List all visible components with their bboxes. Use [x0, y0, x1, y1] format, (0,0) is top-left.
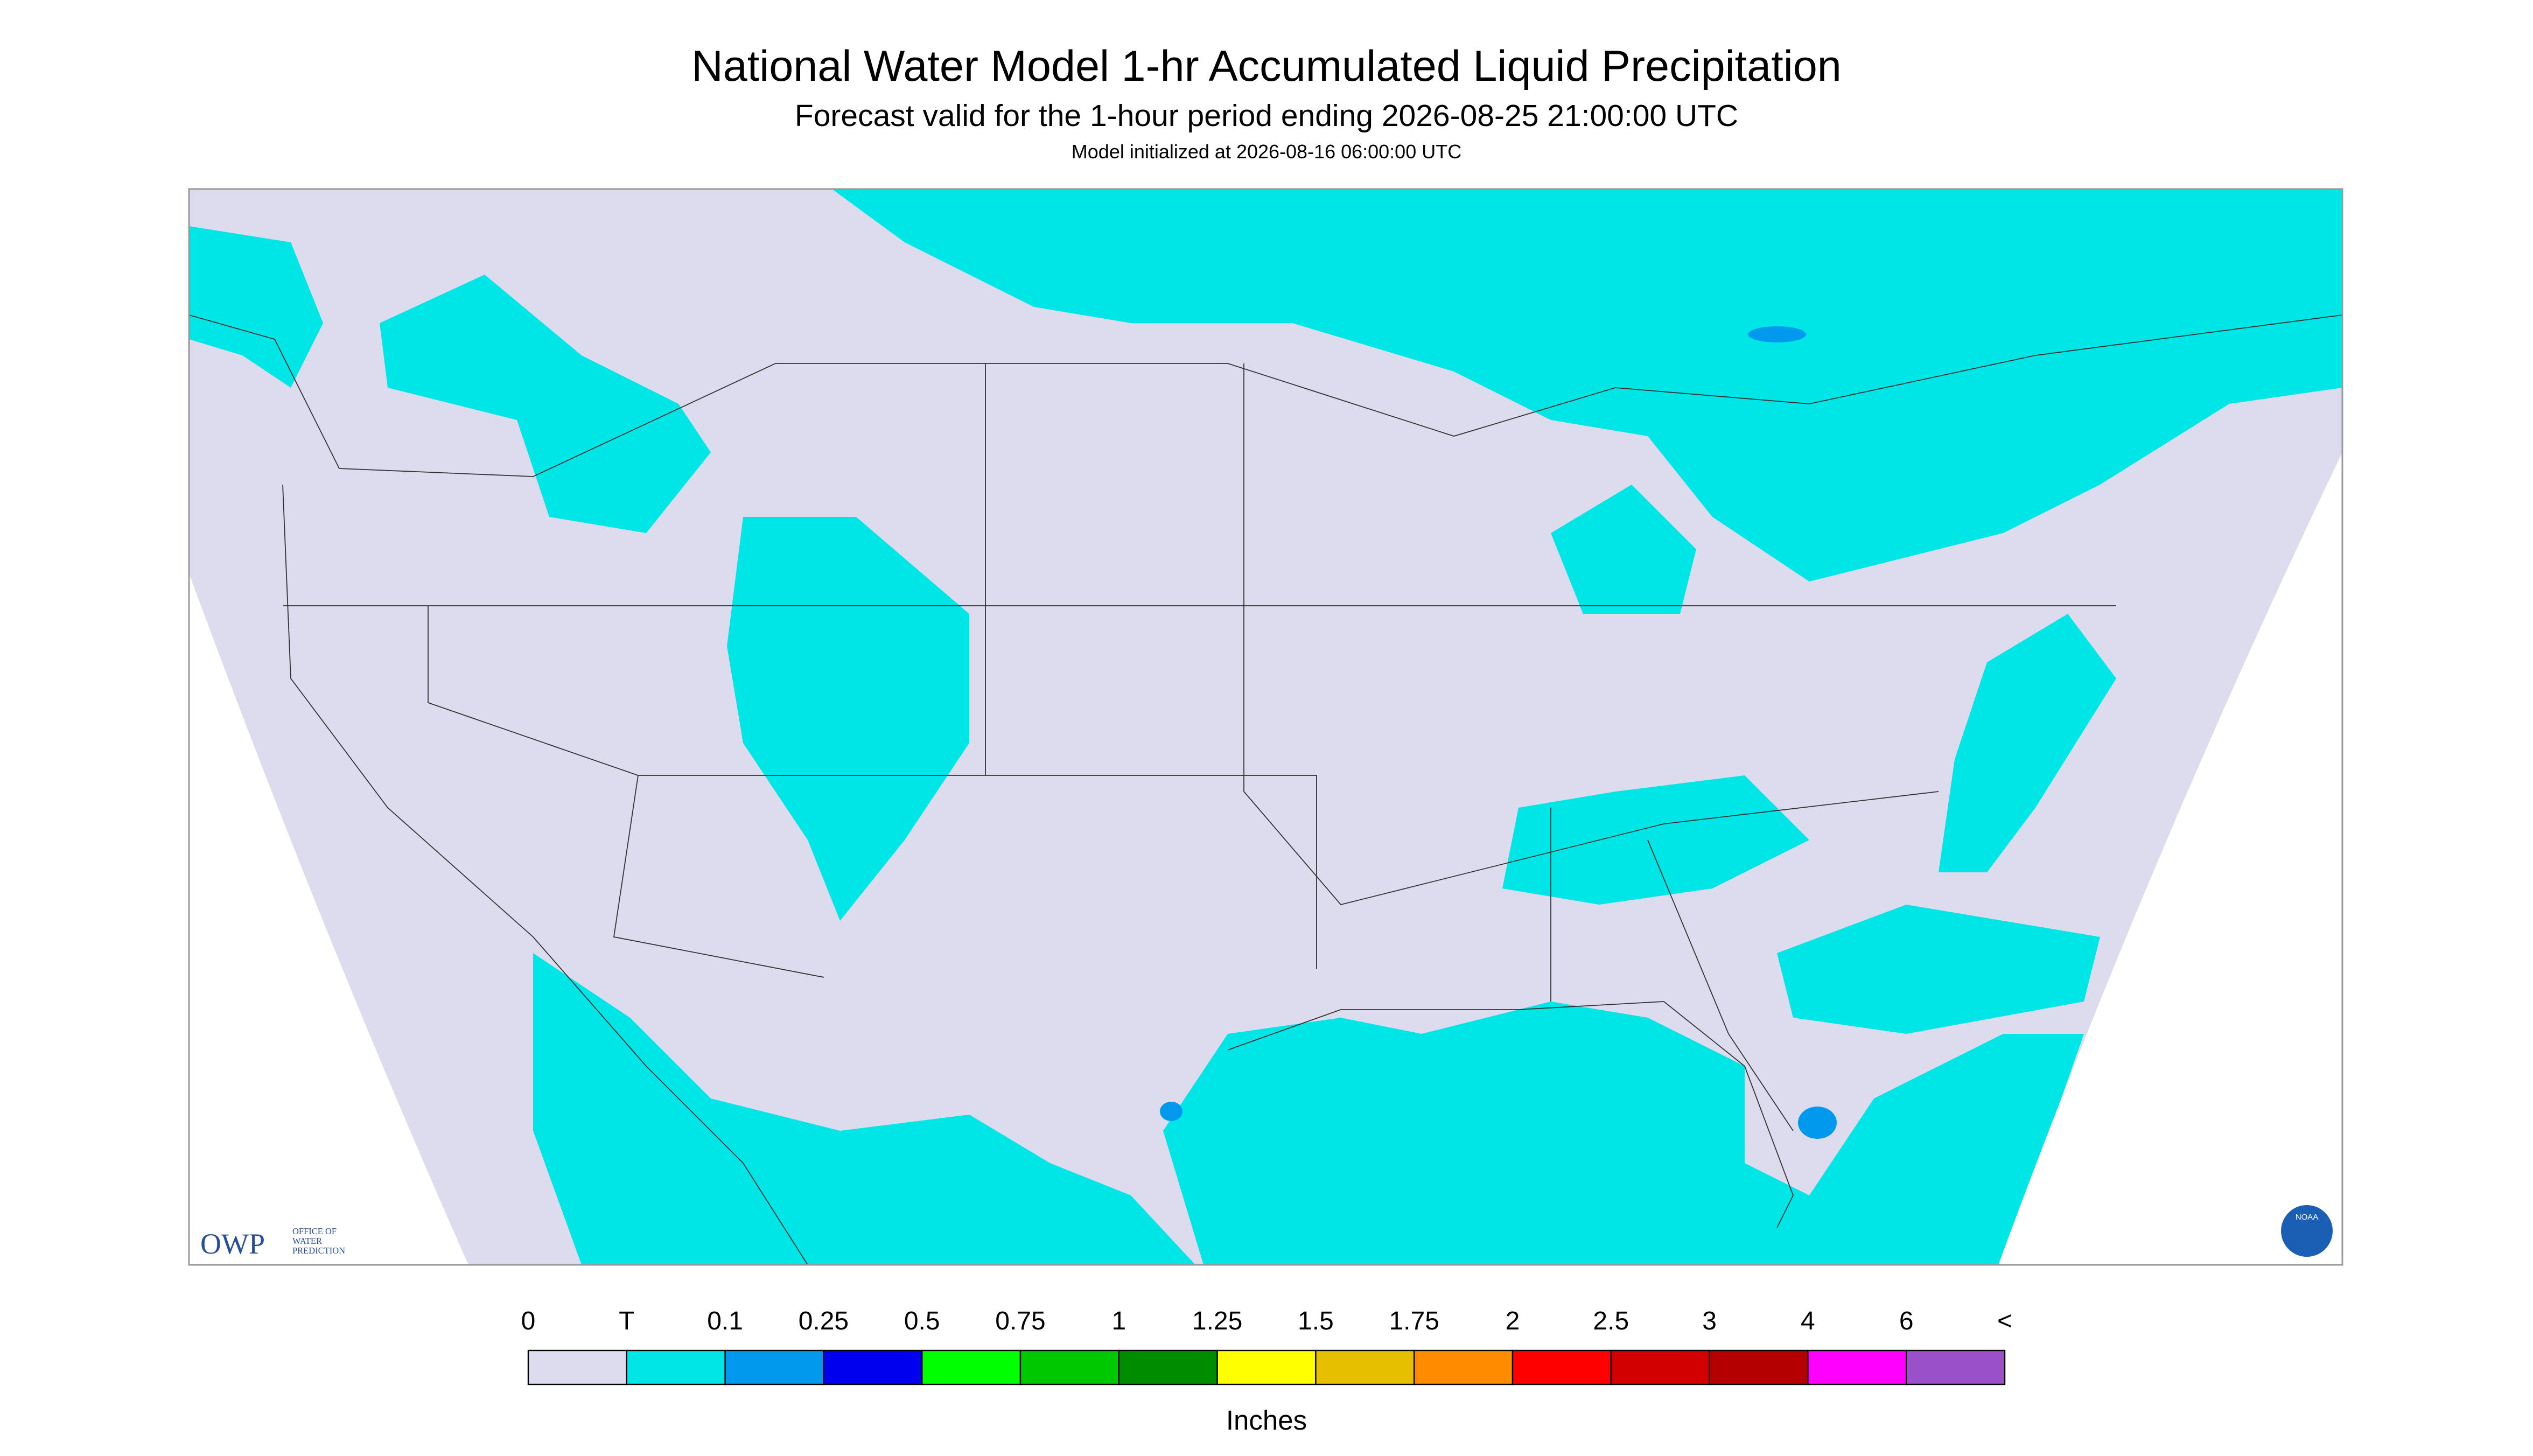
legend: 0 T 0.1 0.25 0.5 0.75 1 1.25 1.5 1.75 2 2.5 3 4 6 <: [521, 1307, 2012, 1385]
legend-swatch: [1905, 1349, 2006, 1385]
title: National Water Model 1-hr Accumulated Li…: [691, 42, 1842, 90]
map: OWP OFFICE OF WATER PREDICTION NOAA: [188, 188, 2343, 1266]
legend-label: 0: [521, 1307, 536, 1335]
legend-label: 0.25: [799, 1307, 849, 1335]
boundaries: [188, 314, 2343, 1265]
legend-label: 1: [1111, 1307, 1126, 1335]
legend-swatch: [1414, 1349, 1514, 1385]
legend-swatch: [724, 1349, 824, 1385]
legend-label: 1.25: [1192, 1307, 1242, 1335]
noaa-text: NOAA: [2296, 1213, 2319, 1222]
precip-spots: [1160, 326, 1837, 1139]
legend-label: T: [619, 1307, 634, 1335]
owp-logo: OWP: [200, 1228, 265, 1260]
legend-label: 1.5: [1298, 1307, 1334, 1335]
owp-text: OFFICE OF WATER PREDICTION: [292, 1226, 345, 1256]
legend-swatch: [1118, 1349, 1218, 1385]
legend-label: 2.5: [1593, 1307, 1629, 1335]
legend-label: 1.75: [1389, 1307, 1439, 1335]
legend-label: 3: [1702, 1307, 1717, 1335]
legend-swatch: [1315, 1349, 1415, 1385]
legend-swatch: [823, 1349, 923, 1385]
legend-swatch: [1709, 1349, 1809, 1385]
owp-line: PREDICTION: [292, 1245, 345, 1256]
legend-swatch: [527, 1349, 628, 1385]
precip-areas: [189, 189, 2342, 1265]
legend-swatch: [1610, 1349, 1710, 1385]
legend-swatch: [921, 1349, 1021, 1385]
init-note: Model initialized at 2026-08-16 06:00:00…: [1072, 141, 1461, 163]
legend-label: 4: [1801, 1307, 1815, 1335]
owp-line: OFFICE OF: [292, 1226, 337, 1236]
legend-swatch: [1216, 1349, 1317, 1385]
owp-line: WATER: [292, 1236, 322, 1246]
legend-label: <: [1997, 1307, 2012, 1335]
legend-unit: Inches: [1226, 1405, 1307, 1436]
legend-swatch: [1807, 1349, 1907, 1385]
subtitle: Forecast valid for the 1-hour period end…: [795, 99, 1738, 133]
legend-swatch: [1512, 1349, 1612, 1385]
legend-swatch: [1019, 1349, 1120, 1385]
noaa-logo: [2281, 1205, 2333, 1257]
legend-label: 0.1: [707, 1307, 743, 1335]
outside-right: [1998, 452, 2342, 1265]
legend-label: 6: [1899, 1307, 1914, 1335]
legend-label: 2: [1506, 1307, 1520, 1335]
outside-left: [189, 573, 468, 1265]
legend-label: 0.5: [904, 1307, 940, 1335]
map-frame: [188, 188, 2343, 1266]
legend-swatch: [626, 1349, 726, 1385]
legend-label: 0.75: [995, 1307, 1045, 1335]
